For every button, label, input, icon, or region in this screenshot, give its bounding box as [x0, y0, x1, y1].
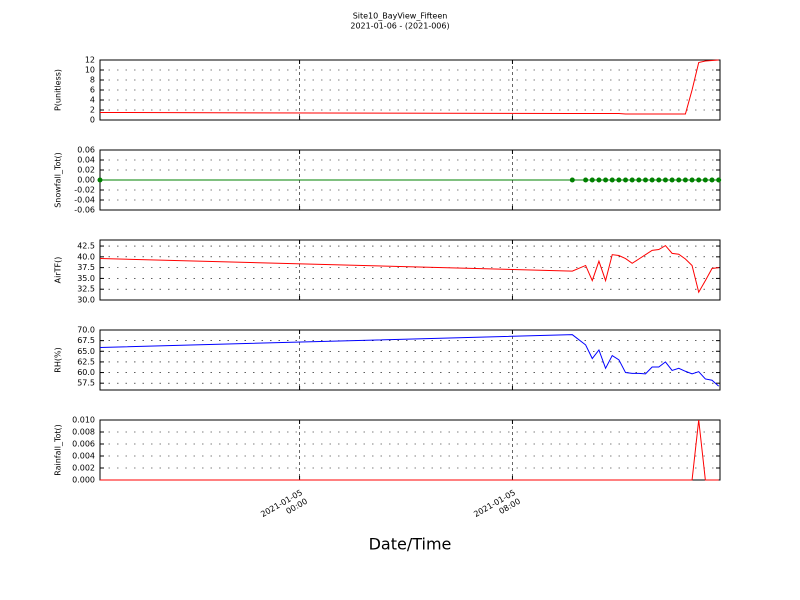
- y-tick-label: 40.0: [77, 252, 95, 261]
- data-point: [716, 177, 722, 183]
- plot-frame: [99, 59, 721, 121]
- data-point: [97, 177, 103, 183]
- data-point: [609, 177, 615, 183]
- data-line: [99, 334, 720, 387]
- data-point: [689, 177, 695, 183]
- data-line: [100, 419, 719, 481]
- data-line: [99, 59, 719, 115]
- data-point: [662, 177, 668, 183]
- data-point: [569, 177, 575, 183]
- data-point: [589, 177, 595, 183]
- y-tick-label: 0.006: [72, 440, 95, 449]
- x-axis-label: Date/Time: [369, 535, 452, 554]
- y-tick-label: 32.5: [77, 285, 95, 294]
- data-point: [682, 177, 688, 183]
- data-point: [642, 177, 648, 183]
- y-tick-label: 4: [90, 96, 95, 105]
- data-point: [676, 177, 682, 183]
- y-tick-label: 0.00: [77, 176, 95, 185]
- data-point: [623, 177, 629, 183]
- y-tick-label: 8: [90, 76, 95, 85]
- y-tick-label: 0: [90, 116, 95, 125]
- y-tick-label: 0.04: [77, 156, 95, 165]
- data-point: [702, 177, 708, 183]
- chart-subtitle: 2021-01-06 - (2021-006): [350, 22, 449, 31]
- y-tick-label: 70.0: [77, 326, 95, 335]
- y-axis-label: AirTF(): [54, 257, 63, 284]
- data-point: [596, 177, 602, 183]
- y-tick-label: 0.010: [72, 416, 95, 425]
- plot-frame: [99, 329, 721, 391]
- y-tick-label: 65.0: [77, 347, 95, 356]
- y-axis-label: Snowfall_Tot(): [54, 152, 63, 208]
- y-axis-label: RH(%): [54, 347, 63, 372]
- data-point: [616, 177, 622, 183]
- y-tick-label: 67.5: [77, 336, 95, 345]
- data-point: [629, 177, 635, 183]
- plot-frame: [99, 239, 721, 301]
- y-tick-label: 0.004: [72, 452, 95, 461]
- y-tick-label: 0.02: [77, 166, 95, 175]
- y-tick-label: 0.002: [72, 464, 95, 473]
- y-tick-label: 6: [90, 86, 95, 95]
- y-tick-label: -0.04: [74, 196, 95, 205]
- y-tick-label: 57.5: [77, 379, 95, 388]
- y-tick-label: 0.000: [72, 476, 95, 485]
- y-tick-label: 2: [90, 106, 95, 115]
- y-axis-label: P(unitless): [54, 69, 63, 111]
- y-tick-label: 37.5: [77, 263, 95, 272]
- y-tick-label: 10: [85, 66, 95, 75]
- y-tick-label: -0.06: [74, 206, 95, 215]
- data-point: [649, 177, 655, 183]
- y-tick-label: 62.5: [77, 357, 95, 366]
- data-point: [669, 177, 675, 183]
- y-tick-label: 12: [85, 56, 95, 65]
- y-axis-label: Rainfall_Tot(): [54, 424, 63, 476]
- data-point: [636, 177, 642, 183]
- data-point: [603, 177, 609, 183]
- data-point: [656, 177, 662, 183]
- plot-frame: [99, 419, 721, 481]
- y-tick-label: 0.008: [72, 428, 95, 437]
- y-tick-label: 60.0: [77, 368, 95, 377]
- y-tick-label: 42.5: [77, 242, 95, 251]
- y-tick-label: 0.06: [77, 146, 95, 155]
- y-tick-label: 30.0: [77, 296, 95, 305]
- y-tick-label: 35.0: [77, 274, 95, 283]
- data-point: [583, 177, 589, 183]
- data-point: [709, 177, 715, 183]
- data-point: [696, 177, 702, 183]
- chart-title: Site10_BayView_Fifteen: [353, 12, 448, 21]
- y-tick-label: -0.02: [74, 186, 95, 195]
- data-line: [99, 244, 719, 294]
